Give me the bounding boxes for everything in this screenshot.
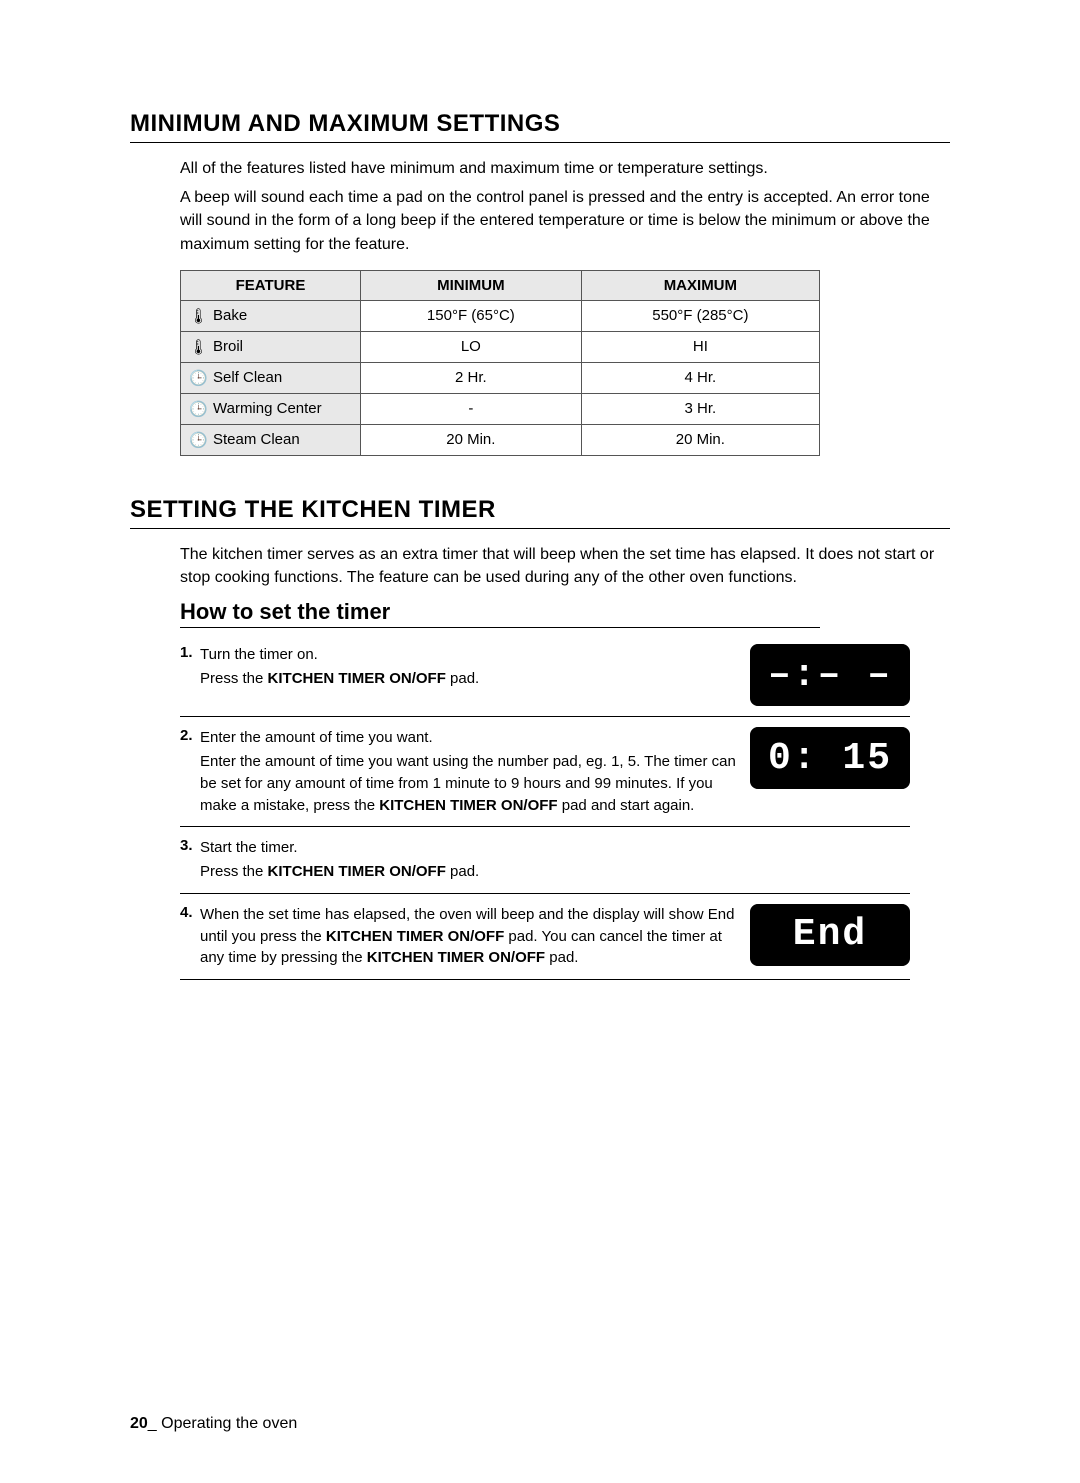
clock-icon: 🕒 bbox=[189, 431, 207, 449]
min-cell: LO bbox=[361, 331, 582, 362]
step-body: When the set time has elapsed, the oven … bbox=[200, 904, 750, 969]
page-footer: 20_ Operating the oven bbox=[130, 1415, 297, 1433]
max-cell: 550°F (285°C) bbox=[581, 300, 819, 331]
step-detail: Press the KITCHEN TIMER ON/OFF pad. bbox=[200, 668, 738, 690]
feature-cell: 🕒 Steam Clean bbox=[181, 424, 361, 455]
feature-label: Self Clean bbox=[213, 369, 282, 386]
step-body: Turn the timer on.Press the KITCHEN TIME… bbox=[200, 644, 750, 690]
clock-icon: 🕒 bbox=[189, 400, 207, 418]
col-feature: FEATURE bbox=[181, 270, 361, 300]
step-body: Start the timer.Press the KITCHEN TIMER … bbox=[200, 837, 910, 883]
feature-label: Steam Clean bbox=[213, 431, 300, 448]
min-cell: - bbox=[361, 393, 582, 424]
min-cell: 150°F (65°C) bbox=[361, 300, 582, 331]
max-cell: 20 Min. bbox=[581, 424, 819, 455]
settings-table: FEATURE MINIMUM MAXIMUM 🌡 Bake 150°F (65°C… bbox=[180, 270, 820, 456]
table-row: 🕒 Steam Clean 20 Min.20 Min. bbox=[181, 424, 820, 455]
feature-label: Warming Center bbox=[213, 400, 322, 417]
intro-paragraph-2: A beep will sound each time a pad on the… bbox=[180, 186, 950, 256]
col-maximum: MAXIMUM bbox=[581, 270, 819, 300]
table-row: 🌡 Bake 150°F (65°C)550°F (285°C) bbox=[181, 300, 820, 331]
table-row: 🕒 Self Clean 2 Hr.4 Hr. bbox=[181, 362, 820, 393]
settings-table-wrap: FEATURE MINIMUM MAXIMUM 🌡 Bake 150°F (65°C… bbox=[180, 270, 820, 456]
footer-section-label: Operating the oven bbox=[161, 1415, 297, 1432]
step-row: 3.Start the timer.Press the KITCHEN TIME… bbox=[180, 826, 910, 893]
section-title-minmax: MINIMUM AND MAXIMUM SETTINGS bbox=[130, 110, 950, 143]
step-detail: Press the KITCHEN TIMER ON/OFF pad. bbox=[200, 861, 898, 883]
feature-cell: 🕒 Self Clean bbox=[181, 362, 361, 393]
page-number: 20 bbox=[130, 1415, 148, 1432]
feature-label: Bake bbox=[213, 307, 247, 324]
steps-list: 1.Turn the timer on.Press the KITCHEN TI… bbox=[180, 634, 910, 980]
step-title: Start the timer. bbox=[200, 837, 898, 859]
step-title: Turn the timer on. bbox=[200, 644, 738, 666]
step-body: Enter the amount of time you want.Enter … bbox=[200, 727, 750, 816]
step-title: Enter the amount of time you want. bbox=[200, 727, 738, 749]
section-title-timer: SETTING THE KITCHEN TIMER bbox=[130, 496, 950, 529]
min-cell: 2 Hr. bbox=[361, 362, 582, 393]
footer-separator: _ bbox=[148, 1415, 161, 1432]
feature-cell: 🌡 Bake bbox=[181, 300, 361, 331]
step-detail: Enter the amount of time you want using … bbox=[200, 751, 738, 816]
feature-cell: 🌡 Broil bbox=[181, 331, 361, 362]
step-row: 4.When the set time has elapsed, the ove… bbox=[180, 893, 910, 980]
table-header-row: FEATURE MINIMUM MAXIMUM bbox=[181, 270, 820, 300]
subsection-how-to-set: How to set the timer bbox=[180, 599, 820, 628]
feature-label: Broil bbox=[213, 338, 243, 355]
step-number: 4. bbox=[180, 904, 200, 921]
feature-cell: 🕒 Warming Center bbox=[181, 393, 361, 424]
step-row: 2.Enter the amount of time you want.Ente… bbox=[180, 716, 910, 826]
step-number: 3. bbox=[180, 837, 200, 854]
oven-display: 0: 15 bbox=[750, 727, 910, 789]
min-cell: 20 Min. bbox=[361, 424, 582, 455]
max-cell: HI bbox=[581, 331, 819, 362]
thermometer-icon: 🌡 bbox=[189, 307, 207, 325]
max-cell: 3 Hr. bbox=[581, 393, 819, 424]
timer-intro-paragraph: The kitchen timer serves as an extra tim… bbox=[180, 543, 950, 589]
step-row: 1.Turn the timer on.Press the KITCHEN TI… bbox=[180, 634, 910, 716]
max-cell: 4 Hr. bbox=[581, 362, 819, 393]
step-number: 1. bbox=[180, 644, 200, 661]
oven-display: End bbox=[750, 904, 910, 966]
table-row: 🌡 Broil LOHI bbox=[181, 331, 820, 362]
step-detail: When the set time has elapsed, the oven … bbox=[200, 904, 738, 969]
clock-icon: 🕒 bbox=[189, 369, 207, 387]
table-row: 🕒 Warming Center -3 Hr. bbox=[181, 393, 820, 424]
intro-paragraph-1: All of the features listed have minimum … bbox=[180, 157, 950, 180]
oven-display: –:– – bbox=[750, 644, 910, 706]
col-minimum: MINIMUM bbox=[361, 270, 582, 300]
thermometer-icon: 🌡 bbox=[189, 338, 207, 356]
step-number: 2. bbox=[180, 727, 200, 744]
